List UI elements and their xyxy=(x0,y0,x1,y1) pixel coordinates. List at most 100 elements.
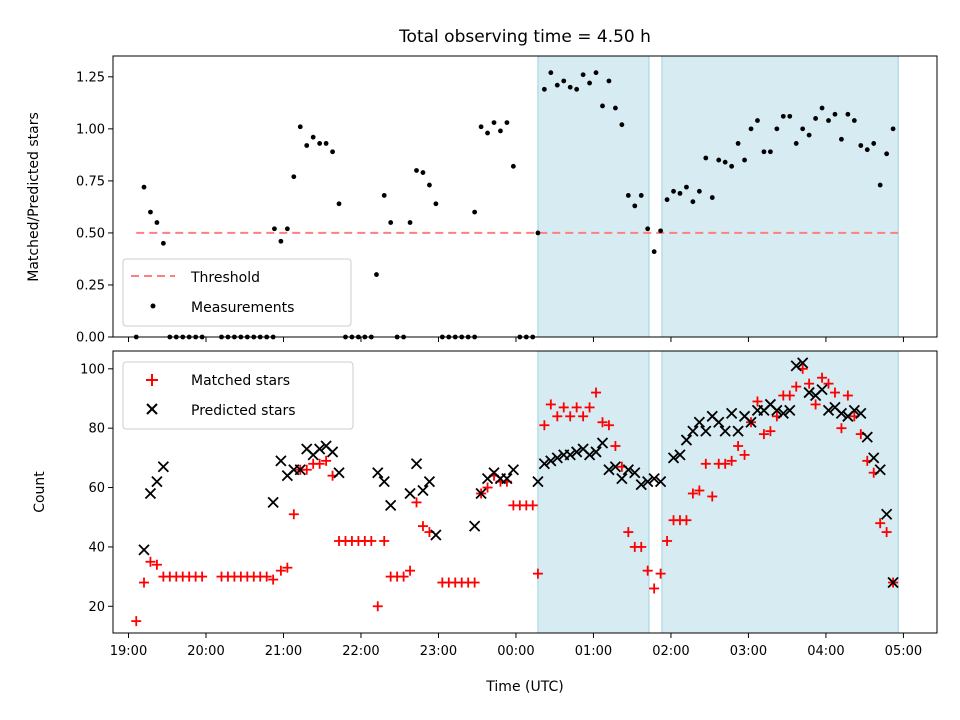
measurement-point xyxy=(890,126,896,132)
marker-stroke xyxy=(475,487,487,500)
top-y-axis-label: Matched/Predicted stars xyxy=(26,112,42,282)
matched-star-marker xyxy=(527,500,538,511)
marker-stroke xyxy=(797,357,809,369)
predicted-star-marker xyxy=(790,360,802,372)
measurement-point xyxy=(336,201,342,207)
predicted-star-marker xyxy=(777,407,789,419)
top-x-ticks xyxy=(127,337,904,342)
marker-stroke xyxy=(622,464,634,476)
marker-stroke xyxy=(583,449,596,461)
matched-star-marker xyxy=(565,411,576,422)
measurement-point xyxy=(141,184,147,190)
marker-stroke xyxy=(430,529,442,541)
measurement-point xyxy=(826,118,831,123)
y-tick-label: 0.00 xyxy=(76,331,105,346)
predicted-star-marker xyxy=(385,499,397,511)
marker-stroke xyxy=(320,440,332,452)
x-tick-label: 01:00 xyxy=(575,644,612,659)
predicted-star-marker xyxy=(275,455,287,467)
y-tick-label: 20 xyxy=(88,600,105,615)
measurement-point xyxy=(684,184,689,190)
measurement-point xyxy=(160,240,166,246)
matched-star-marker xyxy=(131,616,142,627)
matched-star-marker xyxy=(758,429,769,440)
measurement-point xyxy=(478,124,484,130)
marker-stroke xyxy=(275,455,287,467)
marker-stroke xyxy=(648,473,660,485)
legend-measurements-label: Measurements xyxy=(191,300,294,316)
measurement-point xyxy=(716,157,722,163)
top-y-ticks: 0.00 0.25 0.50 0.75 1.00 1.25 xyxy=(76,70,113,346)
marker-stroke xyxy=(267,496,279,509)
measurement-point xyxy=(317,141,323,146)
predicted-star-marker xyxy=(861,431,873,443)
measurement-point xyxy=(845,111,851,117)
matched-star-marker xyxy=(836,423,847,434)
marker-stroke xyxy=(417,484,429,497)
top-panel: 0.00 0.25 0.50 0.75 1.00 1.25 Total observing… xyxy=(26,27,938,346)
matched-star-marker xyxy=(642,565,653,576)
shaded-interval xyxy=(661,350,899,634)
shaded-interval xyxy=(661,55,899,338)
measurement-point xyxy=(374,272,379,277)
measurement-point xyxy=(541,86,547,92)
marker-stroke xyxy=(301,443,313,455)
measurement-point xyxy=(638,193,644,198)
predicted-star-marker xyxy=(667,452,680,464)
x-tick-label: 04:00 xyxy=(807,644,844,659)
predicted-star-marker xyxy=(571,446,583,458)
predicted-star-marker xyxy=(372,467,384,479)
matched-star-marker xyxy=(288,509,299,520)
measurement-point xyxy=(427,182,432,188)
predicted-star-marker xyxy=(157,461,170,473)
matched-star-marker xyxy=(597,417,608,428)
matched-star-marker xyxy=(268,574,279,585)
predicted-star-marker xyxy=(144,487,157,500)
marker-stroke xyxy=(642,475,654,488)
predicted-star-marker xyxy=(590,446,602,458)
legend-matched-swatch xyxy=(146,374,158,386)
measurement-point xyxy=(658,228,664,234)
marker-stroke xyxy=(700,425,712,437)
marker-stroke xyxy=(771,404,783,417)
marker-stroke xyxy=(629,467,641,479)
bottom-x-ticks: 19:00 20:00 21:00 22:00 23:00 00:00 01:00 02:00… xyxy=(110,633,922,659)
marker-stroke xyxy=(551,452,563,464)
predicted-star-marker xyxy=(822,404,835,417)
measurement-point xyxy=(767,149,773,155)
matched-star-marker xyxy=(636,541,647,552)
matched-star-marker xyxy=(552,411,563,422)
predicted-star-marker xyxy=(732,425,744,437)
x-tick-label: 03:00 xyxy=(730,644,767,659)
matched-star-marker xyxy=(726,455,737,466)
predicted-star-marker xyxy=(545,455,557,467)
predicted-star-marker xyxy=(538,458,551,470)
predicted-star-marker xyxy=(713,416,725,428)
predicted-star-marker xyxy=(674,449,686,461)
marker-stroke xyxy=(144,487,157,500)
marker-stroke xyxy=(616,473,628,485)
predicted-star-marker xyxy=(629,467,641,479)
predicted-star-marker xyxy=(642,475,654,488)
measurement-point xyxy=(561,78,567,84)
marker-stroke xyxy=(816,383,828,396)
marker-stroke xyxy=(693,416,705,428)
measurement-point xyxy=(871,141,877,146)
measurement-point xyxy=(148,209,153,215)
matched-star-marker xyxy=(875,518,886,529)
marker-stroke xyxy=(423,475,436,488)
measurement-point xyxy=(755,118,760,123)
predicted-star-marker xyxy=(417,484,429,497)
measurement-point xyxy=(381,193,387,198)
predicted-star-marker xyxy=(648,473,660,485)
measurement-point xyxy=(625,193,631,198)
predicted-star-marker xyxy=(784,404,796,417)
measurement-point xyxy=(504,120,510,126)
measurement-point xyxy=(735,141,741,146)
marker-stroke xyxy=(596,437,609,449)
matched-star-marker xyxy=(558,402,569,413)
marker-stroke xyxy=(874,464,886,476)
predicted-star-marker xyxy=(797,357,809,369)
matched-star-marker xyxy=(791,381,802,392)
predicted-star-marker xyxy=(609,461,622,473)
